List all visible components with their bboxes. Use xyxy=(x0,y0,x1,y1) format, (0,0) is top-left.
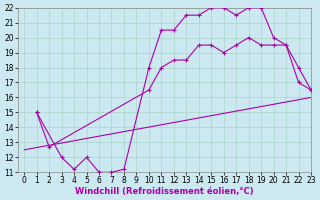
X-axis label: Windchill (Refroidissement éolien,°C): Windchill (Refroidissement éolien,°C) xyxy=(75,187,254,196)
